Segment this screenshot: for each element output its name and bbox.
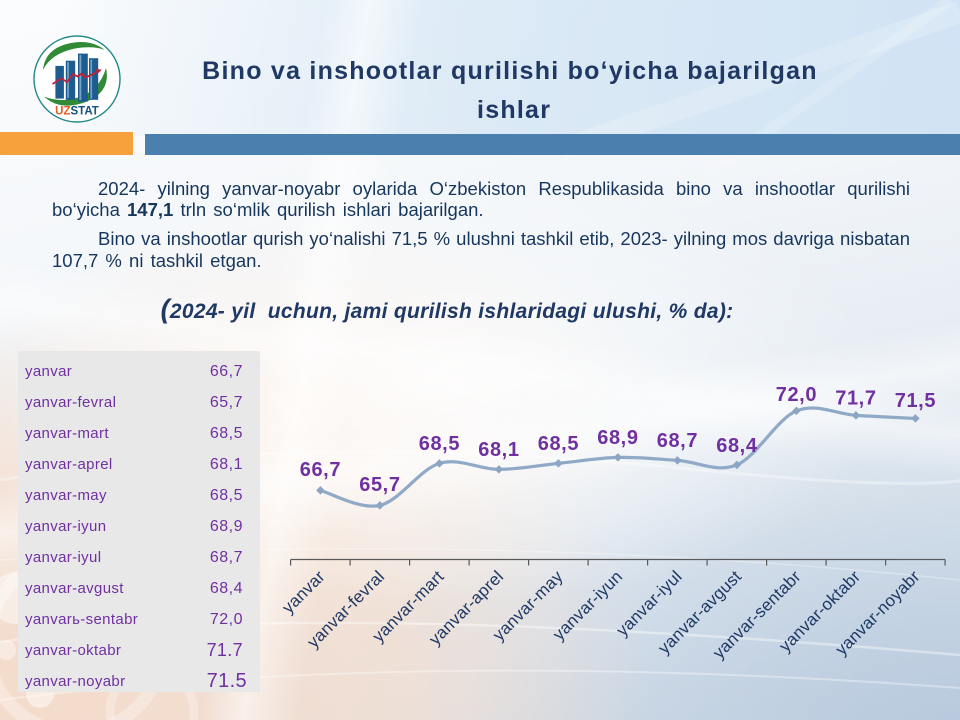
svg-text:71,5: 71,5 bbox=[895, 390, 936, 412]
svg-text:68,5: 68,5 bbox=[538, 433, 579, 455]
svg-text:68,4: 68,4 bbox=[716, 435, 758, 457]
svg-text:65,7: 65,7 bbox=[359, 474, 400, 496]
svg-text:72,0: 72,0 bbox=[776, 384, 817, 406]
svg-text:68,7: 68,7 bbox=[657, 430, 698, 452]
svg-text:UZSTAT: UZSTAT bbox=[55, 106, 99, 118]
svg-text:66,7: 66,7 bbox=[300, 459, 341, 481]
svg-text:68,9: 68,9 bbox=[597, 427, 638, 449]
svg-text:71,7: 71,7 bbox=[835, 388, 876, 410]
svg-text:68,5: 68,5 bbox=[419, 433, 460, 455]
svg-text:68,1: 68,1 bbox=[478, 439, 519, 461]
svg-text:yanvar: yanvar bbox=[278, 567, 328, 617]
